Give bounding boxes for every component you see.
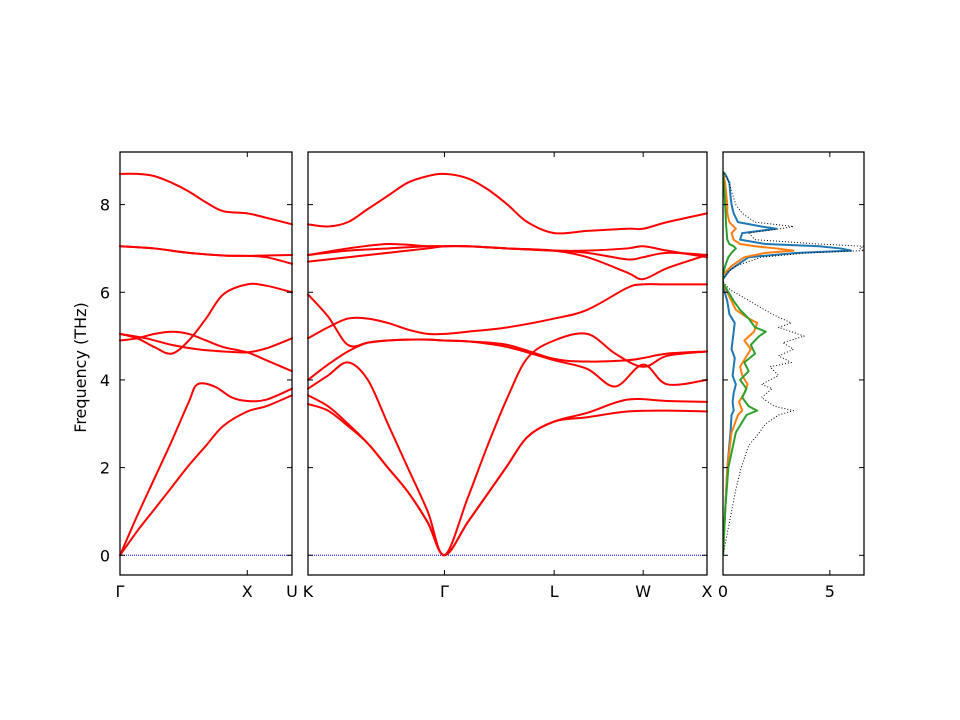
xtick-label-K: K (303, 582, 314, 601)
phonon-band-0-4 (119, 332, 293, 354)
axes-layer (119, 151, 865, 576)
ytick-label: 4 (100, 371, 110, 390)
phonon-band-0-0 (119, 394, 293, 557)
data-lines-layer (119, 171, 864, 557)
dos-curves (723, 171, 864, 556)
dos-series-3 (723, 171, 864, 556)
ytick-label: 0 (100, 546, 110, 565)
xtick-label-Γ: Γ (440, 582, 449, 601)
dos-xtick-label: 0 (718, 582, 728, 601)
phonon-band-1-4 (307, 293, 708, 363)
dos-series-0 (723, 171, 853, 556)
phonon-band-1-1 (307, 394, 708, 557)
xtick-label-X: X (242, 582, 253, 601)
labels-layer: 0 2 4 6 8 Γ X U Γ L W X K Frequency (THz) 0 5 (71, 196, 835, 601)
dos-series-2 (723, 171, 767, 556)
xtick-label-W: W (635, 582, 651, 601)
panel-frame-1 (307, 151, 708, 576)
phonon-band-0-2 (119, 330, 293, 373)
phonon-band-1-9 (307, 172, 708, 235)
phonon-band-1-6 (307, 244, 708, 281)
phonon-band-0-6 (119, 245, 293, 257)
phonon-band-0-7 (119, 172, 293, 226)
phonon-band-1-5 (307, 283, 708, 340)
panel-frame-2 (722, 151, 865, 576)
phonon-band-0-1 (119, 382, 293, 557)
xtick-label-X: X (702, 582, 713, 601)
y-axis-label: Frequency (THz) (71, 302, 90, 432)
phonon-band-1-2 (307, 332, 708, 557)
phonon-band-1-8 (307, 245, 708, 259)
dos-xtick-label: 5 (825, 582, 835, 601)
xtick-label-U: U (286, 582, 298, 601)
phonon-band-1-0 (307, 403, 708, 557)
xtick-label-Γ: Γ (116, 582, 125, 601)
phonon-band-0-3 (119, 282, 293, 355)
ytick-label: 8 (100, 196, 110, 215)
panel-frame-0 (119, 151, 293, 576)
ytick-label: 2 (100, 459, 110, 478)
ytick-label: 6 (100, 283, 110, 302)
xtick-label-L: L (550, 582, 559, 601)
